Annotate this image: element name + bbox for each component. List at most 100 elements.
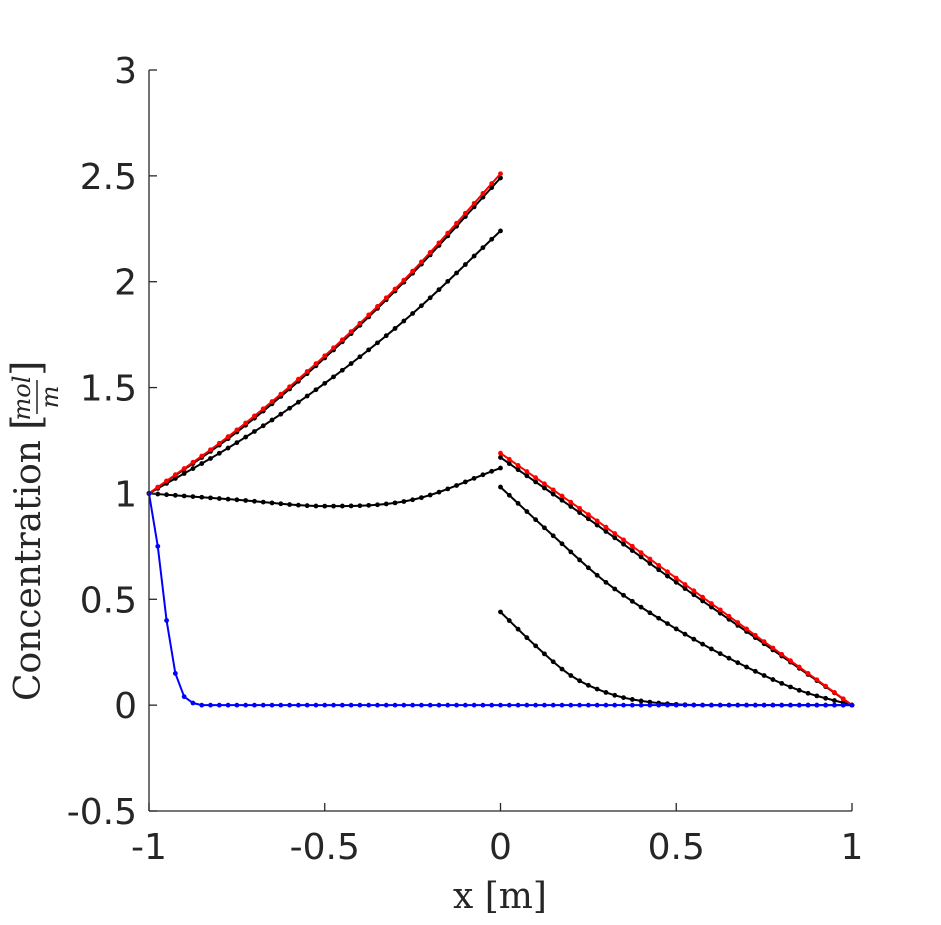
data-point	[805, 702, 811, 708]
data-point	[840, 696, 846, 702]
data-point	[348, 361, 354, 366]
y-tick-label: 3	[114, 51, 137, 92]
data-point	[665, 702, 670, 708]
data-point	[375, 502, 380, 508]
data-point	[788, 702, 793, 708]
data-point	[295, 502, 301, 508]
data-point	[366, 347, 372, 353]
data-point	[621, 592, 626, 598]
data-point	[673, 579, 679, 585]
data-point	[445, 278, 451, 284]
data-point	[498, 450, 503, 456]
data-point	[331, 702, 336, 708]
data-point	[427, 492, 433, 498]
data-point	[322, 702, 328, 708]
data-point	[717, 607, 723, 613]
data-point	[357, 702, 363, 708]
data-point	[638, 550, 644, 556]
data-point	[788, 658, 793, 664]
data-point	[304, 503, 310, 509]
data-point	[638, 698, 644, 704]
data-point	[269, 702, 275, 708]
data-point	[295, 399, 301, 405]
axes-layer: -1 -0.5 0 0.5 1-0.500.511.522.53	[67, 51, 864, 868]
data-point	[190, 494, 196, 499]
data-point	[208, 702, 213, 708]
data-point	[208, 495, 213, 501]
data-point	[656, 615, 662, 621]
data-point	[225, 702, 231, 708]
data-point	[419, 702, 424, 708]
data-point	[304, 393, 310, 399]
data-point	[278, 501, 284, 507]
data-point	[673, 575, 679, 581]
data-point	[454, 220, 459, 226]
data-point	[260, 702, 266, 708]
data-point	[568, 673, 574, 678]
data-point	[410, 311, 416, 316]
data-point	[638, 554, 644, 560]
data-point	[498, 228, 503, 234]
data-point	[621, 537, 626, 543]
data-point	[709, 604, 714, 610]
data-point	[172, 670, 178, 676]
data-point	[348, 702, 354, 708]
data-point	[779, 702, 785, 708]
data-point	[322, 380, 328, 386]
data-point	[594, 702, 600, 708]
data-point	[410, 497, 416, 503]
data-point	[252, 702, 257, 708]
series-6	[498, 455, 855, 708]
data-point	[164, 618, 169, 623]
data-point	[559, 702, 565, 708]
data-point	[331, 503, 336, 509]
data-point	[489, 468, 495, 474]
data-point	[594, 518, 600, 524]
data-point	[691, 588, 697, 594]
data-point	[383, 702, 389, 708]
data-point	[585, 516, 591, 522]
data-point	[770, 702, 776, 708]
data-point	[814, 677, 820, 683]
y-axis-label-text: Concentration	[8, 440, 49, 701]
data-point	[489, 702, 495, 708]
data-point	[533, 479, 539, 485]
data-point	[331, 374, 336, 380]
data-point	[814, 693, 820, 699]
data-point	[744, 702, 749, 708]
data-point	[524, 702, 530, 708]
data-point	[709, 601, 714, 606]
data-point	[278, 411, 284, 417]
series-line	[148, 177, 502, 495]
data-point	[419, 303, 424, 309]
data-point	[287, 384, 292, 390]
series-8	[498, 450, 855, 708]
data-point	[849, 702, 855, 708]
data-point	[656, 562, 662, 568]
data-point	[665, 573, 670, 579]
data-point	[436, 287, 442, 293]
data-point	[339, 337, 345, 343]
data-point	[559, 497, 565, 503]
data-point	[506, 702, 512, 708]
data-point	[612, 531, 618, 536]
data-point	[700, 598, 706, 604]
data-point	[216, 440, 222, 446]
data-point	[243, 434, 249, 440]
data-point	[216, 450, 222, 456]
data-point	[814, 702, 820, 708]
y-tick-label: 2.5	[80, 157, 137, 198]
data-point	[585, 682, 591, 688]
data-point	[190, 700, 196, 706]
data-point	[208, 447, 213, 453]
y-tick-label: 0	[114, 686, 137, 727]
data-point	[181, 493, 187, 499]
data-point	[471, 475, 477, 481]
data-point	[506, 492, 512, 498]
data-point	[480, 472, 486, 478]
series-5	[498, 484, 855, 708]
data-point	[735, 620, 741, 625]
data-point	[612, 586, 618, 592]
y-unit-open-bracket: [	[4, 414, 50, 430]
data-point	[506, 618, 512, 623]
